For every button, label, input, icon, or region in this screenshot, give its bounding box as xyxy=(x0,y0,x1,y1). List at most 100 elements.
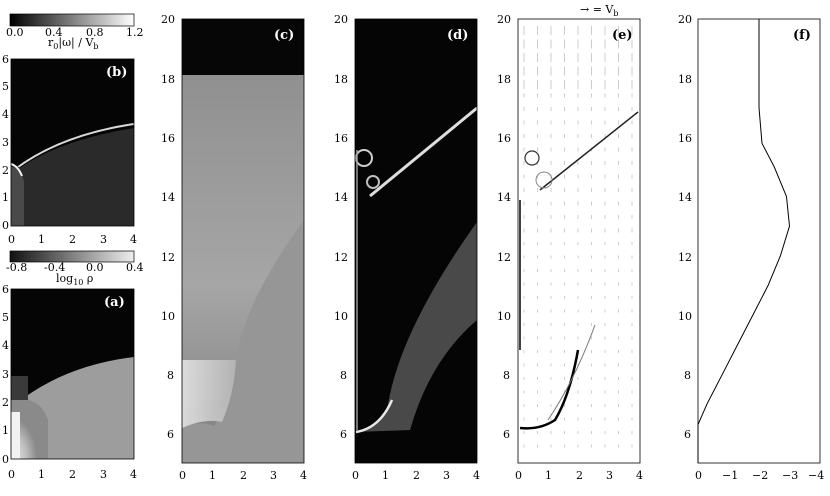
panel-e-ytick-label: 20 xyxy=(497,13,511,26)
panel-e-ytick-label: 12 xyxy=(497,251,511,264)
panel-d-xtick-label: 3 xyxy=(443,469,450,482)
panel-d-ytick-label: 12 xyxy=(334,251,348,264)
panel-d: (d) 6 8 10 12 14 16 18 20 0 1 2 3 4 xyxy=(334,13,480,482)
panel-d-xtick-label: 1 xyxy=(382,469,389,482)
panel-b: (b) 0 1 2 3 4 5 6 0 1 2 3 4 xyxy=(2,53,137,246)
panel-c-jet-head xyxy=(182,360,236,428)
panel-a-jet-core xyxy=(11,412,20,459)
colorbar-density: -0.8 -0.4 0.0 0.4 log10 ρ xyxy=(6,250,144,287)
panel-f-label: (f) xyxy=(793,28,811,43)
panel-a-xtick-label: 2 xyxy=(69,468,76,481)
panel-d-shear-layer xyxy=(355,399,394,434)
colorbar-vorticity-tick: 1.2 xyxy=(126,26,144,39)
panel-c: (c) 6 8 10 12 14 16 18 20 0 1 2 3 4 xyxy=(161,13,307,482)
panel-a-xticks: 0 1 2 3 4 xyxy=(8,468,137,481)
colorbar-vorticity-tick: 0.8 xyxy=(86,26,104,39)
panel-f-ytick-label: 14 xyxy=(678,191,692,204)
panel-d-ytick-label: 10 xyxy=(334,310,348,323)
panel-b-xtick-label: 3 xyxy=(100,233,107,246)
panel-b-interior xyxy=(11,128,134,226)
panel-f-ytick-label: 12 xyxy=(678,251,692,264)
panel-e-ytick-label: 10 xyxy=(497,310,511,323)
panel-d-vortex xyxy=(355,149,373,167)
panel-d-ytick-label: 8 xyxy=(340,369,347,382)
panel-e-contour xyxy=(539,111,639,191)
panel-b-bright-edge xyxy=(10,163,23,177)
panel-b-jet-head xyxy=(11,166,24,226)
panel-b-ytick-label: 5 xyxy=(2,80,9,93)
panel-c-cavity xyxy=(182,220,304,463)
panel-b-label: (b) xyxy=(106,65,127,80)
panel-f-yticks: 6 8 10 12 14 16 18 20 xyxy=(678,13,692,441)
panel-a-ytick-label: 4 xyxy=(2,339,9,352)
panel-d-shock xyxy=(369,106,478,198)
panel-e-xticks: 0 1 2 3 4 xyxy=(515,469,643,482)
panel-a-ytick-label: 3 xyxy=(2,368,9,381)
colorbar-vorticity-label: r0|ω| / Vb xyxy=(48,36,99,51)
panel-b-xtick-label: 1 xyxy=(38,233,45,246)
panel-a-ytick-label: 0 xyxy=(2,453,9,466)
panel-e-ytick-label: 16 xyxy=(497,132,511,145)
panel-e-ytick-label: 6 xyxy=(503,428,510,441)
panel-d-ytick-label: 20 xyxy=(334,13,348,26)
colorbar-density-tick: -0.4 xyxy=(44,261,65,274)
panel-f-ytick-label: 6 xyxy=(684,428,691,441)
panel-c-ytick-label: 8 xyxy=(167,369,174,382)
panel-b-shock-front xyxy=(13,123,135,171)
panel-a-xtick-label: 3 xyxy=(100,468,107,481)
panel-e-vector-field xyxy=(523,26,633,448)
colorbar-density-tick: -0.8 xyxy=(6,261,27,274)
panel-c-ytick-label: 12 xyxy=(161,251,175,264)
panel-e-ytick-label: 8 xyxy=(503,369,510,382)
panel-e-ytick-label: 14 xyxy=(497,191,511,204)
colorbar-vorticity-tick: 0.4 xyxy=(45,26,63,39)
panel-c-xtick-label: 3 xyxy=(270,469,277,482)
colorbar-vorticity: 0.0 0.4 0.8 1.2 r0|ω| / Vb xyxy=(6,13,144,51)
panel-f-series-line xyxy=(697,19,791,463)
panel-e-vector-key: → = Vb xyxy=(580,3,619,18)
panel-e-xtick-label: 3 xyxy=(606,469,613,482)
panel-a-ytick-label: 6 xyxy=(2,283,9,296)
colorbar-density-label: log10 ρ xyxy=(56,272,93,287)
panel-d-ytick-label: 14 xyxy=(334,191,348,204)
panel-e-yticks: 6 8 10 12 14 16 18 20 xyxy=(497,13,511,441)
panel-a: (a) 0 1 2 3 4 5 6 0 1 2 3 4 xyxy=(2,283,137,481)
panel-c-xtick-label: 1 xyxy=(209,469,216,482)
panel-f-xtick-label: −4 xyxy=(808,469,824,482)
panel-e-xtick-label: 4 xyxy=(636,469,643,482)
panel-f-ytick-label: 16 xyxy=(678,132,692,145)
panel-d-yticks: 6 8 10 12 14 16 18 20 xyxy=(334,13,348,441)
panel-c-xtick-label: 2 xyxy=(240,469,247,482)
panel-a-xtick-label: 1 xyxy=(38,468,45,481)
panel-f-xtick-label: −1 xyxy=(722,469,738,482)
panel-a-upper-band xyxy=(11,376,28,400)
panel-d-xtick-label: 0 xyxy=(352,469,359,482)
panel-b-ytick-label: 4 xyxy=(2,108,9,121)
panel-c-ytick-label: 18 xyxy=(161,73,175,86)
panel-f-ytick-label: 18 xyxy=(678,73,692,86)
panel-e-plot-area xyxy=(518,19,640,463)
panel-d-ytick-label: 6 xyxy=(340,428,347,441)
panel-b-xtick-label: 4 xyxy=(130,233,137,246)
panel-c-label: (c) xyxy=(274,28,294,43)
panel-a-yticks: 0 1 2 3 4 5 6 xyxy=(2,283,9,466)
panel-f-xticks: 0 −1 −2 −3 −4 xyxy=(695,469,824,482)
panel-f-ytick-label: 8 xyxy=(684,369,691,382)
panel-f-ytick-label: 10 xyxy=(678,310,692,323)
panel-c-ytick-label: 16 xyxy=(161,132,175,145)
panel-d-xtick-label: 4 xyxy=(473,469,480,482)
panel-e-xtick-label: 1 xyxy=(545,469,552,482)
panel-b-ytick-label: 6 xyxy=(2,53,9,66)
panel-e-vortex-contour xyxy=(535,171,553,189)
panel-b-xticks: 0 1 2 3 4 xyxy=(8,233,137,246)
panel-c-ytick-label: 6 xyxy=(167,428,174,441)
panel-c-ambient-top xyxy=(182,19,304,75)
panel-c-ytick-label: 14 xyxy=(161,191,175,204)
panel-c-xtick-label: 0 xyxy=(179,469,186,482)
panel-a-ytick-label: 2 xyxy=(2,396,9,409)
panel-c-ytick-label: 20 xyxy=(161,13,175,26)
colorbar-density-ramp xyxy=(9,250,135,263)
panel-f-ytick-label: 20 xyxy=(678,13,692,26)
colorbar-density-tick: 0.0 xyxy=(86,261,104,274)
